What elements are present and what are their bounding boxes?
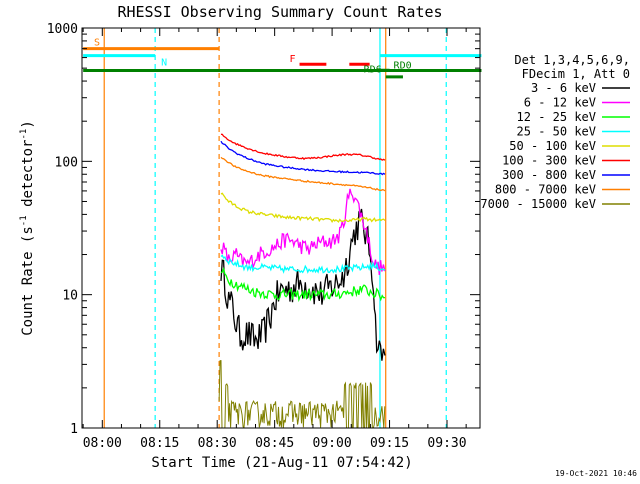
y-tick-label: 100 — [55, 155, 78, 170]
legend-label: 25 - 50 keV — [517, 125, 596, 139]
series-line-0 — [220, 208, 386, 361]
legend-label: 7000 - 15000 keV — [480, 197, 596, 211]
flag-label: N — [161, 58, 167, 69]
x-tick-label: 09:15 — [370, 436, 409, 451]
legend-header: FDecim 1, Att 0 — [522, 67, 630, 81]
flag-label: RD0 — [394, 60, 412, 71]
legend-label: 50 - 100 keV — [509, 139, 596, 153]
legend-header: Det 1,3,4,5,6,9, — [514, 53, 630, 67]
y-axis-label: Count Rate (s-1 detector-1) — [19, 120, 36, 336]
series-line-5 — [220, 133, 386, 161]
flag-label: F — [290, 54, 296, 65]
y-tick-label: 10 — [62, 289, 78, 304]
x-tick-label: 08:15 — [140, 436, 179, 451]
flag-label: S — [94, 38, 100, 49]
x-tick-label: 08:30 — [198, 436, 237, 451]
legend-label: 300 - 800 keV — [502, 168, 596, 182]
series-line-3 — [220, 254, 386, 274]
legend-label: 6 - 12 keV — [524, 96, 596, 110]
series-line-7 — [220, 156, 386, 192]
x-tick-label: 08:45 — [255, 436, 294, 451]
flag-label: RD6 — [364, 64, 382, 75]
chart-title: RHESSI Observing Summary Count Rates — [117, 3, 442, 21]
series-line-1 — [220, 188, 386, 276]
legend-label: 3 - 6 keV — [531, 81, 596, 95]
x-tick-label: 09:00 — [313, 436, 352, 451]
legend-label: 800 - 7000 keV — [495, 183, 596, 197]
y-tick-label: 1000 — [47, 22, 78, 37]
y-tick-label: 1 — [70, 422, 78, 437]
series-line-2 — [220, 266, 386, 303]
series-line-4 — [220, 192, 386, 224]
x-axis-label: Start Time (21-Aug-11 07:54:42) — [151, 455, 412, 471]
series-line-6 — [220, 140, 386, 176]
plot-frame — [81, 27, 481, 429]
generated-timestamp: 19-Oct-2021 10:46 — [555, 469, 637, 478]
series-line-8 — [218, 360, 386, 428]
legend-label: 100 - 300 keV — [502, 154, 596, 168]
x-tick-label: 08:00 — [83, 436, 122, 451]
x-tick-label: 09:30 — [427, 436, 466, 451]
legend-label: 12 - 25 keV — [517, 110, 596, 124]
